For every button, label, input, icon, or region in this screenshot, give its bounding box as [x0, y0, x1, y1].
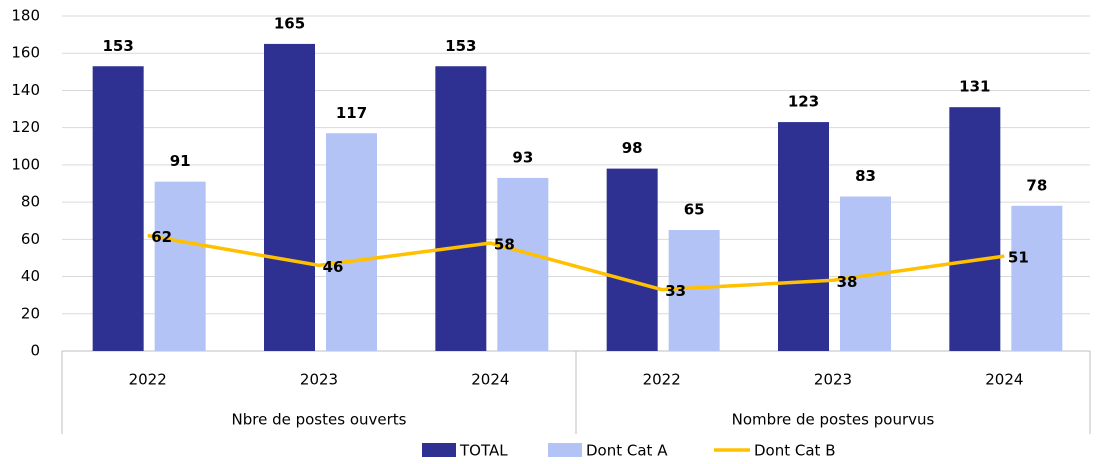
legend-swatch: [548, 443, 582, 457]
bar: [949, 107, 1001, 351]
y-tick-label: 160: [11, 44, 40, 62]
x-tick-label: 2022: [129, 371, 167, 389]
data-label: 78: [1026, 176, 1047, 194]
legend-label: Dont Cat A: [586, 442, 668, 460]
data-label: 98: [622, 139, 643, 157]
legend-swatch: [422, 443, 456, 457]
bar: [778, 122, 829, 351]
data-label: 62: [151, 228, 172, 246]
legend-label: TOTAL: [459, 442, 508, 460]
data-label: 33: [665, 282, 686, 300]
bar: [668, 230, 720, 351]
line: [147, 233, 1005, 292]
legend-label: Dont Cat B: [754, 442, 836, 460]
bar: [326, 133, 377, 351]
bar: [497, 177, 549, 351]
y-tick-label: 0: [30, 342, 40, 360]
y-tick-label: 80: [21, 193, 40, 211]
y-tick-label: 140: [11, 81, 40, 99]
data-label: 93: [512, 148, 533, 166]
y-tick-label: 180: [11, 7, 40, 25]
data-label: 38: [837, 273, 858, 291]
bar: [435, 66, 487, 351]
data-label: 123: [788, 93, 819, 111]
data-label: 58: [494, 236, 515, 254]
bar: [264, 43, 315, 352]
bar: [1011, 205, 1063, 351]
group-label: Nbre de postes ouverts: [232, 411, 407, 429]
x-tick-label: 2023: [300, 371, 338, 389]
y-tick-label: 60: [21, 230, 40, 248]
data-label: 165: [274, 14, 305, 32]
y-tick-label: 40: [21, 267, 40, 285]
data-label: 91: [170, 152, 191, 170]
x-tick-label: 2024: [985, 371, 1023, 389]
data-label: 46: [323, 258, 344, 276]
x-tick-label: 2023: [814, 371, 852, 389]
y-tick-label: 20: [21, 304, 40, 322]
x-tick-label: 2024: [471, 371, 509, 389]
x-tick-label: 2022: [643, 371, 681, 389]
data-label: 65: [684, 201, 705, 219]
data-label: 153: [103, 37, 134, 55]
bar: [154, 181, 206, 351]
data-label: 117: [336, 104, 367, 122]
y-tick-label: 120: [11, 118, 40, 136]
bar: [92, 66, 144, 351]
group-label: Nombre de postes pourvus: [732, 411, 935, 429]
y-tick-label: 100: [11, 155, 40, 173]
data-label: 131: [959, 78, 990, 96]
data-label: 153: [445, 37, 476, 55]
data-label: 83: [855, 167, 876, 185]
bar: [606, 168, 658, 351]
data-label: 51: [1008, 249, 1029, 267]
